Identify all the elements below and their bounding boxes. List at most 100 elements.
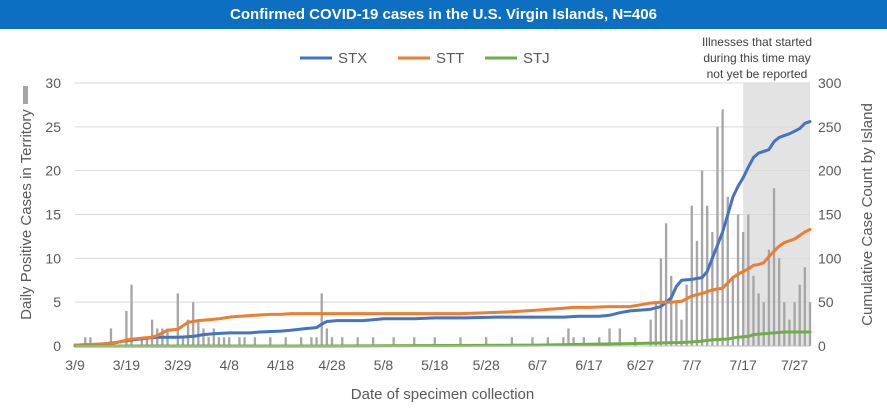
daily-cases-legend-key — [23, 86, 28, 104]
y-right-axis-title: Cumulative Case Count by Island — [859, 103, 876, 326]
daily-case-bar — [202, 328, 205, 346]
x-tick-label: 3/9 — [65, 357, 85, 373]
daily-case-bar — [793, 302, 796, 346]
legend: STX STT STJ — [23, 50, 550, 104]
daily-case-bar — [742, 232, 745, 346]
daily-case-bar — [531, 337, 534, 346]
daily-case-bar — [706, 205, 709, 346]
daily-case-bar — [747, 214, 750, 346]
daily-case-bar — [767, 249, 771, 346]
annotation-line: during this time may — [703, 51, 810, 65]
daily-case-bar — [649, 319, 652, 346]
daily-case-bar — [618, 328, 621, 346]
x-tick-label: 5/8 — [374, 357, 394, 373]
legend-label-stj: STJ — [523, 50, 550, 67]
daily-case-bar — [341, 337, 344, 346]
daily-case-bar — [798, 284, 801, 346]
daily-case-bar — [546, 337, 550, 346]
daily-case-bar — [192, 302, 195, 346]
x-tick-label: 6/7 — [528, 357, 548, 373]
daily-case-bar — [269, 337, 272, 346]
daily-case-bar — [783, 302, 786, 346]
x-tick-label: 7/7 — [682, 357, 702, 373]
daily-cases-bars — [84, 109, 812, 346]
daily-case-bar — [356, 337, 359, 346]
x-tick-label: 7/17 — [730, 357, 757, 373]
y-left-tick-label: 0 — [53, 338, 61, 354]
y-left-tick-label: 25 — [45, 119, 61, 135]
legend-label-stx: STX — [338, 50, 367, 67]
daily-case-bar — [284, 337, 287, 346]
y-left-tick-label: 15 — [45, 207, 61, 223]
daily-case-bar — [109, 328, 113, 346]
chart-title: Confirmed COVID-19 cases in the U.S. Vir… — [230, 6, 657, 23]
daily-case-bar — [176, 293, 179, 346]
daily-case-bar — [567, 328, 570, 346]
x-tick-label: 7/27 — [781, 357, 808, 373]
daily-case-bar — [84, 337, 87, 346]
daily-case-bar — [228, 337, 231, 346]
daily-case-bar — [685, 284, 688, 346]
daily-case-bar — [654, 302, 657, 346]
daily-case-bar — [212, 328, 215, 346]
daily-case-bar — [325, 328, 329, 346]
x-axis-title: Date of specimen collection — [351, 386, 534, 403]
y-right-tick-label: 200 — [818, 163, 842, 179]
daily-case-bar — [207, 337, 210, 346]
daily-case-bar — [757, 293, 760, 346]
annotation-line: not yet be reported — [707, 67, 808, 81]
x-tick-label: 5/28 — [473, 357, 500, 373]
daily-case-bar — [731, 275, 735, 346]
daily-case-bar — [217, 337, 221, 346]
annotation-line: Illnesses that started — [702, 35, 812, 49]
x-tick-label: 3/29 — [164, 357, 191, 373]
daily-case-bar — [772, 188, 776, 346]
x-tick-label: 4/8 — [219, 357, 239, 373]
y-right-tick-label: 50 — [818, 294, 834, 310]
daily-case-bar — [726, 196, 729, 346]
daily-case-bar — [598, 337, 601, 346]
daily-case-bar — [803, 267, 807, 346]
legend-label-stt: STT — [436, 50, 464, 67]
daily-case-bar — [299, 337, 303, 346]
daily-case-bar — [433, 337, 436, 346]
daily-case-bar — [181, 337, 185, 346]
daily-case-bar — [186, 319, 190, 346]
daily-case-bar — [675, 302, 678, 346]
daily-case-bar — [371, 337, 375, 346]
daily-case-bar — [562, 337, 565, 346]
daily-case-bar — [572, 337, 575, 346]
gridlines — [75, 82, 810, 347]
chart-title-bar: Confirmed COVID-19 cases in the U.S. Vir… — [0, 0, 887, 29]
y-left-tick-label: 20 — [45, 163, 61, 179]
y-right-tick-label: 150 — [818, 207, 842, 223]
daily-case-bar — [485, 337, 488, 346]
daily-case-bar — [392, 337, 395, 346]
daily-case-bar — [752, 275, 755, 346]
series-line-stj — [73, 330, 812, 348]
daily-case-bar — [670, 275, 673, 346]
daily-case-bar — [664, 223, 668, 346]
x-tick-label: 3/19 — [113, 357, 140, 373]
y-left-tick-label: 5 — [53, 294, 61, 310]
daily-case-bar — [243, 337, 246, 346]
daily-case-bar — [762, 302, 765, 346]
daily-case-bar — [716, 126, 719, 346]
daily-case-bar — [253, 337, 257, 346]
series-line-stt — [73, 227, 812, 347]
x-tick-label: 4/28 — [318, 357, 345, 373]
daily-case-bar — [310, 337, 313, 346]
daily-case-bar — [150, 319, 154, 346]
y-right-tick-label: 0 — [818, 338, 826, 354]
daily-case-bar — [145, 337, 149, 346]
x-tick-label: 5/18 — [421, 357, 448, 373]
daily-case-bar — [634, 337, 637, 346]
daily-case-bar — [690, 205, 693, 346]
daily-case-bar — [89, 337, 92, 346]
daily-case-bar — [125, 310, 128, 346]
daily-case-bar — [510, 337, 514, 346]
daily-case-bar — [222, 337, 226, 346]
x-tick-label: 6/17 — [575, 357, 602, 373]
daily-case-bar — [808, 302, 812, 346]
